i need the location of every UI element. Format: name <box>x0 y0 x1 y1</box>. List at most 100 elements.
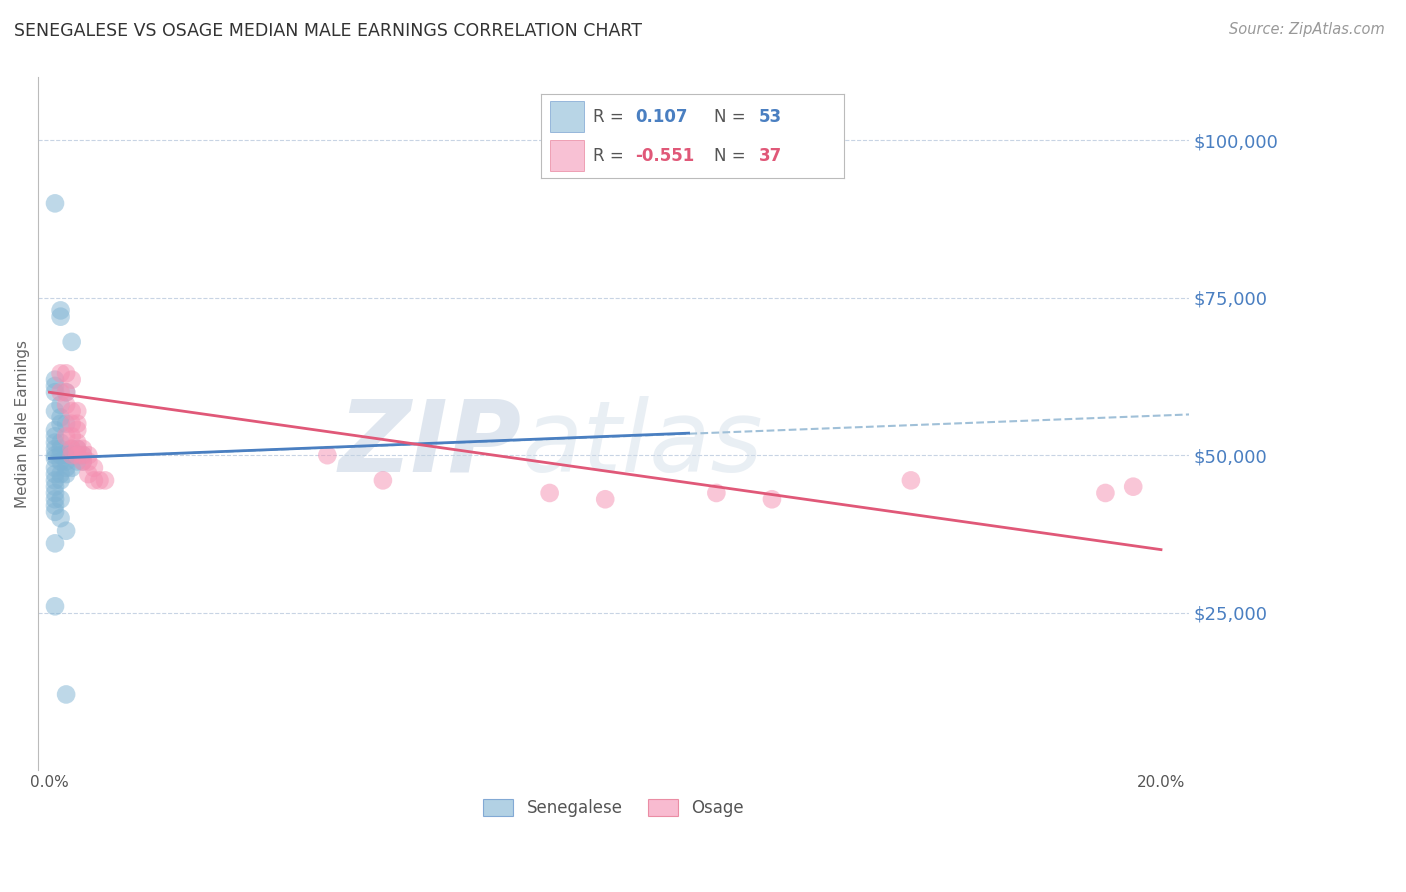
Text: N =: N = <box>714 146 751 164</box>
Point <box>60 404 83 418</box>
Text: atlas: atlas <box>522 396 763 493</box>
Text: SENEGALESE VS OSAGE MEDIAN MALE EARNINGS CORRELATION CHART: SENEGALESE VS OSAGE MEDIAN MALE EARNINGS… <box>14 22 643 40</box>
Point <box>761 492 783 507</box>
Text: Source: ZipAtlas.com: Source: ZipAtlas.com <box>1229 22 1385 37</box>
Point <box>44 404 66 418</box>
Point <box>72 454 94 468</box>
Point <box>60 448 83 462</box>
Point <box>55 467 77 481</box>
Point <box>316 448 339 462</box>
Point <box>44 505 66 519</box>
Text: -0.551: -0.551 <box>636 146 695 164</box>
Point <box>55 429 77 443</box>
Point <box>44 442 66 456</box>
Point <box>44 474 66 488</box>
Point <box>44 196 66 211</box>
Point <box>593 492 616 507</box>
Point <box>72 448 94 462</box>
Point <box>44 451 66 466</box>
Point <box>44 480 66 494</box>
Point <box>60 417 83 431</box>
Point <box>77 467 100 481</box>
Point <box>60 442 83 456</box>
Point <box>77 454 100 468</box>
Bar <box>550 140 583 170</box>
Point <box>55 524 77 538</box>
Point <box>72 454 94 468</box>
Point <box>66 423 89 437</box>
Point <box>49 310 72 324</box>
Point <box>55 367 77 381</box>
Point <box>49 448 72 462</box>
Point <box>60 373 83 387</box>
Point <box>55 688 77 702</box>
Point <box>49 474 72 488</box>
Point <box>55 398 77 412</box>
Point <box>44 536 66 550</box>
Point <box>1122 480 1144 494</box>
Text: 53: 53 <box>759 108 782 126</box>
Point <box>44 423 66 437</box>
Point <box>49 511 72 525</box>
Point <box>66 448 89 462</box>
Point <box>55 385 77 400</box>
Point <box>89 474 111 488</box>
Point <box>77 448 100 462</box>
Point <box>66 448 89 462</box>
Point <box>371 474 394 488</box>
Point <box>60 429 83 443</box>
Point <box>44 486 66 500</box>
Point <box>55 385 77 400</box>
Point <box>1094 486 1116 500</box>
Point <box>706 486 728 500</box>
Point <box>44 599 66 614</box>
Bar <box>550 102 583 132</box>
Point <box>49 410 72 425</box>
Point <box>72 442 94 456</box>
Point <box>49 467 72 481</box>
Y-axis label: Median Male Earnings: Median Male Earnings <box>15 340 30 508</box>
Point <box>66 442 89 456</box>
Point <box>44 467 66 481</box>
Point <box>44 435 66 450</box>
Point <box>66 435 89 450</box>
Point <box>83 474 105 488</box>
Point <box>44 492 66 507</box>
Point <box>60 334 83 349</box>
Text: ZIP: ZIP <box>339 396 522 493</box>
Point <box>44 448 66 462</box>
Point <box>44 379 66 393</box>
Point <box>55 454 77 468</box>
Point <box>60 460 83 475</box>
Point <box>44 429 66 443</box>
Point <box>49 417 72 431</box>
Point <box>49 442 72 456</box>
Text: 37: 37 <box>759 146 782 164</box>
Legend: Senegalese, Osage: Senegalese, Osage <box>477 792 751 824</box>
Point <box>49 454 72 468</box>
Point <box>49 492 72 507</box>
Point <box>55 448 77 462</box>
Text: N =: N = <box>714 108 751 126</box>
Point <box>55 460 77 475</box>
Point <box>44 385 66 400</box>
Point <box>60 448 83 462</box>
Point <box>72 448 94 462</box>
Point <box>94 474 117 488</box>
Point <box>900 474 922 488</box>
Point <box>66 404 89 418</box>
Text: 0.107: 0.107 <box>636 108 688 126</box>
Point <box>538 486 561 500</box>
Point <box>66 417 89 431</box>
Point <box>49 303 72 318</box>
Point <box>49 367 72 381</box>
Point <box>44 460 66 475</box>
Point <box>55 417 77 431</box>
Point <box>83 460 105 475</box>
Point <box>66 442 89 456</box>
Point <box>66 454 89 468</box>
Point <box>49 385 72 400</box>
Point <box>49 435 72 450</box>
Point <box>44 499 66 513</box>
Text: R =: R = <box>593 108 628 126</box>
